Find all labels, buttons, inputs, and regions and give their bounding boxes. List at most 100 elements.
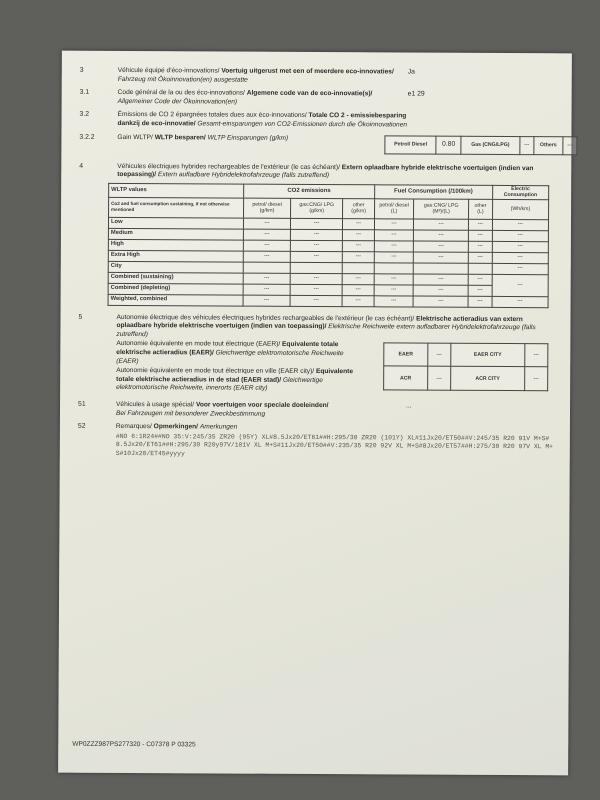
wltp-gain-table: Petrol/ Diesel 0.80 Gas (CNG/LPG) --- Others… [384,134,578,155]
cell: ACR CITY [450,366,525,391]
subheader-cell: gas:CNG/ LPG (g/km) [290,197,343,219]
table-row: Weighted, combined --- --- --- --- --- --- --- [108,293,549,308]
table-cell: --- [290,239,343,252]
section-4: 4 Véhicules électriques hybrides recharg… [79,162,553,182]
table-cell: --- [468,240,493,252]
table-cell: --- [290,228,343,241]
item-number: 3.2.2 [79,133,95,141]
table-cell: --- [468,218,493,230]
table-cell: Combined (sustaining) [108,271,244,284]
table-cell: --- [342,229,375,241]
item-value: ... [406,402,412,410]
table-cell: --- [243,239,291,251]
table-cell: --- [243,250,291,262]
item-number: 3.2 [79,111,90,119]
table-cell: High [108,238,244,251]
table-cell: --- [492,218,549,231]
cell: EAER CITY [450,343,525,367]
cell: Others [533,136,564,155]
table-cell: --- [243,217,291,229]
table-cell: --- [374,240,414,252]
cell: --- [524,366,548,392]
table-cell: Combined (depleting) [108,282,244,295]
table-cell: --- [413,284,469,296]
table-cell: --- [289,294,343,307]
table-cell: --- [468,295,492,307]
subheader-cell: (Wh/km) [492,198,549,220]
cell: --- [524,343,548,368]
item-number: 4 [79,162,84,170]
table-cell [373,262,414,274]
cell: ACR [383,366,428,391]
cell: Petrol/ Diesel [384,135,437,154]
item-label: Véhicules électriques hybrides rechargea… [117,162,534,180]
table-cell: --- [492,229,549,242]
item-label: Remarques/ Opmerkingen/ Amerkungen [115,423,238,431]
table-cell: --- [413,229,469,241]
table-cell [413,262,469,274]
table-cell: --- [373,273,414,285]
table-cell: --- [290,283,343,296]
table-cell: --- [342,251,375,263]
header-cell: Electric Consumption [492,185,549,200]
item-label: Véhicule équipé d'éco-innovations/ Voert… [117,66,394,84]
cell: --- [427,366,451,391]
subheader-cell: gas:CNG/ LPG (M³)/(L) [413,198,469,219]
eaer-label: Autonomie équivalente en mode tout élect… [116,340,344,365]
table-cell: --- [342,295,374,307]
table-cell: --- [342,218,375,230]
header-cell: CO2 emissions [243,183,375,199]
section-3-2-2: 3.2.2 Gain WLTP/ WLTP besparen/ WLTP Ein… [79,133,578,155]
table-cell [243,261,291,273]
table-cell: Medium [108,227,244,240]
table-cell: --- [373,284,414,296]
cell: --- [519,136,534,155]
table-cell: --- [413,240,469,252]
header-cell: WLTP values [108,183,244,198]
table-cell: Extra High [108,249,244,262]
table-cell: Weighted, combined [108,293,244,306]
table-cell: --- [373,295,414,307]
table-cell: --- [468,284,492,296]
table-cell: --- [468,229,493,241]
document-footer-code: WP0ZZZ987PS277320 - C07378 P 03325 [72,740,196,749]
eaer-city-label: Autonomie équivalente en mode tout élect… [116,367,354,393]
table-cell: --- [290,217,343,230]
table-cell: --- [290,250,343,263]
item-label: Gain WLTP/ WLTP besparen/ WLTP Einsparun… [117,133,289,142]
table-cell [342,262,375,274]
header-cell: Fuel Consumption (/100km) [374,184,493,199]
section-3: 3 Véhicule équipé d'éco-innovations/ Voe… [80,67,554,87]
table-cell: --- [491,295,549,308]
cell: 0.80 [436,135,462,154]
table-cell: --- [413,251,469,263]
table-cell: --- [342,273,374,285]
table-cell: --- [342,284,374,296]
subheader-cell: other (g/km) [342,198,375,219]
table-cell: --- [374,218,414,230]
section-51: 51 Véhicules à usage spécial/ Voor voert… [78,401,552,421]
subheader-cell: other (L) [468,198,493,219]
cell: --- [562,136,577,155]
cell: Gas (CNG/LPG) [460,135,520,155]
item-number: 5 [78,313,83,321]
table-cell [290,261,343,274]
subheader-cell: petrol/ diesel (g/km) [243,197,291,218]
table-cell: --- [243,272,291,284]
item-number: 51 [78,400,86,408]
table-cell: Low [108,216,244,229]
remarks-text: #NO 6:1R24##NO 35:V:245/35 ZR20 (95Y) XL… [115,432,554,457]
table-cell: --- [468,251,493,263]
table-cell: --- [491,251,549,264]
table-cell: --- [413,218,469,230]
table-cell: --- [413,273,469,285]
item-label: Émissions de CO 2 épargnées totales dues… [117,111,408,129]
table-cell: --- [491,273,549,297]
section-3-2: 3.2 Émissions de CO 2 épargnées totales … [79,111,553,131]
wltp-values-table: WLTP values CO2 emissions Fuel Consumption… [107,182,550,308]
table-cell: --- [342,240,375,252]
item-label: Autonomie électrique des véhicules élect… [116,313,536,338]
item-number: 3 [79,66,84,74]
subheader-cell: petrol/ diesel (L) [374,198,414,219]
item-number: 52 [77,422,86,430]
